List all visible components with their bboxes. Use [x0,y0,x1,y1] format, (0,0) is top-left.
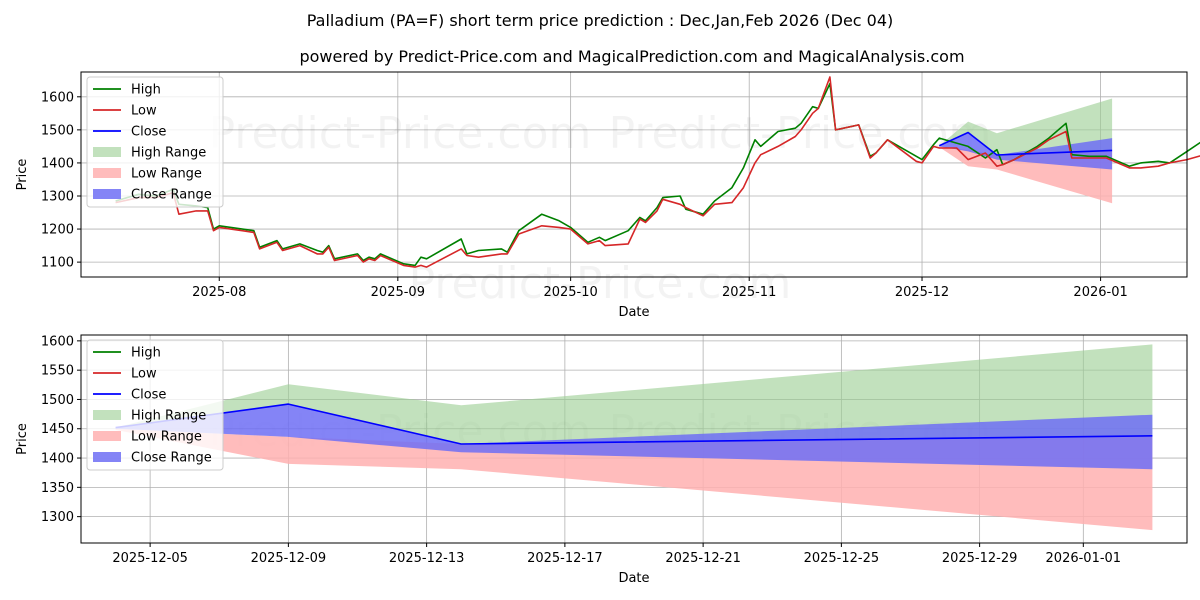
y-tick-label: 1300 [41,510,74,525]
legend-label: Close Range [131,451,212,466]
close-range-band [939,132,1113,170]
x-tick-label: 2025-12-25 [804,551,880,566]
x-tick-label: 2025-10 [543,285,597,300]
x-tick-label: 2025-12-09 [251,551,327,566]
chart-title: Palladium (PA=F) short term price predic… [307,11,894,30]
legend-label: High Range [131,146,206,161]
y-tick-label: 1500 [41,393,74,408]
x-tick-label: 2025-08 [192,285,246,300]
high-series-line [115,82,1200,267]
x-tick-label: 2025-12 [895,285,949,300]
y-tick-label: 1600 [41,90,74,105]
y-tick-label: 1400 [41,156,74,171]
legend-swatch-low-range [93,431,121,441]
legend-swatch-low-range [93,168,121,178]
close-series-line [938,131,1113,156]
legend-swatch-high-range [93,147,121,157]
y-tick-label: 1450 [41,422,74,437]
y-tick-label: 1300 [41,189,74,204]
high-range-band [115,344,1153,444]
low-series-line [115,76,1200,268]
y-axis-label: Price [15,159,30,191]
legend-label: Low Range [131,167,202,182]
legend-label: High Range [131,409,206,424]
legend-swatch-close-range [93,189,121,199]
legend-label: High [131,346,161,361]
y-tick-label: 1100 [41,256,74,271]
chart-subtitle: powered by Predict-Price.com and Magical… [299,47,964,66]
watermark-text: Predict-Price.com [409,258,792,309]
x-tick-label: 2025-12-21 [665,551,741,566]
y-tick-label: 1400 [41,452,74,467]
y-tick-label: 1550 [41,364,74,379]
x-axis-label: Date [618,305,649,320]
legend-label: Close [131,388,166,403]
legend-label: Low [131,104,157,119]
x-tick-label: 2025-12-05 [112,551,188,566]
plot-frame [80,71,1188,278]
y-tick-label: 1600 [41,334,74,349]
x-tick-label: 2025-12-29 [942,551,1018,566]
x-tick-label: 2025-11 [722,285,776,300]
bottom-panel: Predict-Price.comPredict-Price.com130013… [15,334,1188,586]
y-tick-label: 1200 [41,223,74,238]
close-range-band [115,404,1153,470]
x-axis-label: Date [618,571,649,586]
x-tick-label: 2026-01 [1073,285,1127,300]
legend-label: Close [131,125,166,140]
x-tick-label: 2025-12-13 [389,551,465,566]
legend-swatch-high-range [93,410,121,420]
watermark-text: Predict-Price.com [609,108,992,159]
watermark-text: Predict-Price.com [209,108,592,159]
x-tick-label: 2026-01-01 [1046,551,1122,566]
legend-swatch-close-range [93,452,121,462]
y-tick-label: 1500 [41,123,74,138]
x-tick-label: 2025-09 [371,285,425,300]
legend-label: Close Range [131,188,212,203]
legend-label: Low Range [131,430,202,445]
top-panel: Predict-Price.com Predict-Price.com Predic… [15,71,1200,320]
x-tick-label: 2025-12-17 [527,551,603,566]
y-axis-label: Price [15,423,30,455]
legend-label: Low [131,367,157,382]
y-tick-label: 1350 [41,481,74,496]
plot-frame [80,334,1188,544]
legend-label: High [131,83,161,98]
